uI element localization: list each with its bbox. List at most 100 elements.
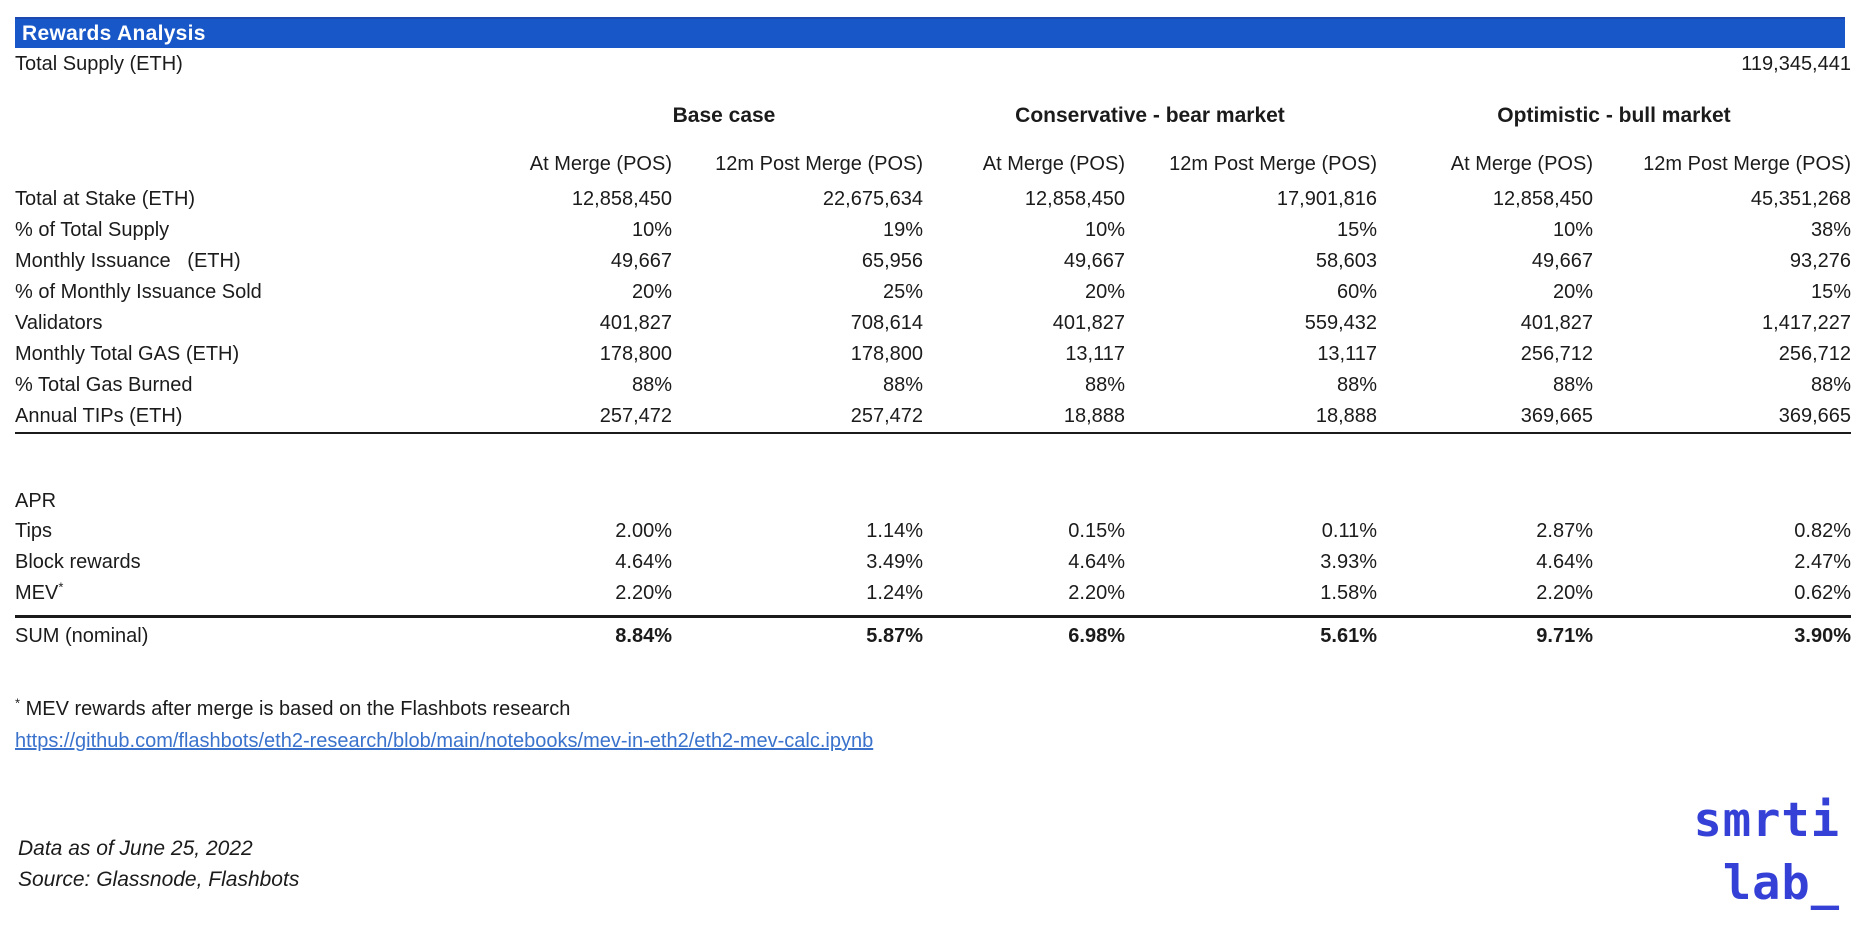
cell: 18,888 (1315, 405, 1377, 427)
cell: 38% (1810, 219, 1851, 241)
subheader-opt-at-merge: At Merge (POS) (1450, 152, 1593, 175)
cell: 49,667 (610, 250, 672, 272)
cell: 369,665 (1778, 405, 1851, 427)
table-row-block-rewards-apr: Block rewards 4.64% 3.49% 4.64% 3.93% 4.… (15, 547, 1851, 578)
group-header-base-case: Base case (672, 104, 776, 127)
cell: 60% (1336, 281, 1377, 303)
rewards-analysis-sheet: Rewards Analysis Total Supply (ETH) 119,… (0, 17, 1851, 753)
cell: 1.14% (866, 520, 923, 542)
cell: 8.84% (615, 624, 672, 647)
row-label: % of Monthly Issuance Sold (15, 281, 262, 303)
cell: 5.61% (1320, 624, 1377, 647)
cell: 4.64% (1536, 551, 1593, 573)
cell: 369,665 (1520, 405, 1593, 427)
cell: 10% (1084, 219, 1125, 241)
row-label: % of Total Supply (15, 219, 170, 241)
cell: 10% (631, 219, 672, 241)
total-supply-row: Total Supply (ETH) 119,345,441 (15, 48, 1851, 80)
row-label: Block rewards (15, 551, 141, 573)
total-supply-label: Total Supply (ETH) (15, 52, 183, 75)
mev-footnote: * MEV rewards after merge is based on th… (15, 695, 1851, 721)
cell: 3.90% (1794, 624, 1851, 647)
table-row-sum-nominal: SUM (nominal) 8.84% 5.87% 6.98% 5.61% 9.… (15, 615, 1851, 654)
table-row-pct-issuance-sold: % of Monthly Issuance Sold 20% 25% 20% 6… (15, 277, 1851, 308)
flashbots-research-link[interactable]: https://github.com/flashbots/eth2-resear… (15, 730, 874, 752)
mev-footnote-marker: * (58, 579, 64, 595)
subheader-opt-12m: 12m Post Merge (POS) (1643, 152, 1851, 175)
table-row-annual-tips: Annual TIPs (ETH) 257,472 257,472 18,888… (15, 401, 1851, 432)
table-row-monthly-total-gas: Monthly Total GAS (ETH) 178,800 178,800 … (15, 339, 1851, 370)
row-label: Validators (15, 312, 103, 334)
cell: 0.11% (1321, 520, 1377, 542)
row-label: Annual TIPs (ETH) (15, 405, 183, 427)
table-row-mev-apr: MEV* 2.20% 1.24% 2.20% 1.58% 2.20% 0.62% (15, 578, 1851, 609)
logo-line-2: lab_ (1722, 856, 1840, 911)
cell: 1.58% (1320, 582, 1377, 604)
data-as-of-text: Data as of June 25, 2022 (18, 837, 253, 860)
cell: 58,603 (1315, 250, 1377, 272)
cell: 88% (1810, 374, 1851, 396)
subheader-cons-12m: 12m Post Merge (POS) (1169, 152, 1377, 175)
cell: 12,858,450 (1024, 188, 1125, 210)
cell: 88% (1336, 374, 1377, 396)
apr-section-label: APR (15, 489, 57, 512)
logo-line-1: smrti (1693, 793, 1840, 848)
footnote-text: MEV rewards after merge is based on the … (20, 698, 571, 720)
cell: 20% (1552, 281, 1593, 303)
cell: 257,472 (599, 405, 672, 427)
subcolumn-header-row: At Merge (POS) 12m Post Merge (POS) At M… (15, 150, 1851, 178)
cell: 13,117 (1317, 343, 1377, 365)
cell: 13,117 (1065, 343, 1125, 365)
table-row-pct-gas-burned: % Total Gas Burned 88% 88% 88% 88% 88% 8… (15, 370, 1851, 401)
cell: 4.64% (1068, 551, 1125, 573)
cell: 15% (1810, 281, 1851, 303)
cell: 5.87% (866, 624, 923, 647)
cell: 17,901,816 (1276, 188, 1377, 210)
row-label: Tips (15, 520, 53, 542)
cell: 88% (631, 374, 672, 396)
cell: 65,956 (861, 250, 923, 272)
cell: 18,888 (1063, 405, 1125, 427)
source-text: Source: Glassnode, Flashbots (18, 868, 300, 891)
cell: 4.64% (615, 551, 672, 573)
cell: 2.20% (615, 582, 672, 604)
row-label: MEV* (15, 579, 64, 604)
cell: 10% (1552, 219, 1593, 241)
cell: 257,472 (850, 405, 923, 427)
cell: 178,800 (599, 343, 672, 365)
cell: 401,827 (1052, 312, 1125, 334)
scenario-group-header-row: Base case Conservative - bear market Opt… (15, 102, 1851, 130)
cell: 88% (882, 374, 923, 396)
cell: 0.15% (1068, 520, 1125, 542)
cell: 12,858,450 (571, 188, 672, 210)
cell: 25% (882, 281, 923, 303)
cell: 45,351,268 (1750, 188, 1851, 210)
cell: 401,827 (599, 312, 672, 334)
cell: 9.71% (1536, 624, 1593, 647)
cell: 2.20% (1068, 582, 1125, 604)
cell: 12,858,450 (1492, 188, 1593, 210)
footnote-marker: * (15, 695, 21, 711)
cell: 1,417,227 (1762, 312, 1851, 334)
cell: 708,614 (850, 312, 923, 334)
cell: 0.82% (1794, 520, 1851, 542)
cell: 88% (1084, 374, 1125, 396)
cell: 88% (1552, 374, 1593, 396)
row-label: Monthly Issuance (ETH) (15, 250, 241, 272)
subheader-cons-at-merge: At Merge (POS) (982, 152, 1125, 175)
cell: 49,667 (1063, 250, 1125, 272)
row-label: % Total Gas Burned (15, 374, 193, 396)
page-title: Rewards Analysis (22, 21, 206, 45)
cell: 22,675,634 (822, 188, 923, 210)
cell: 2.20% (1536, 582, 1593, 604)
cell: 256,712 (1520, 343, 1593, 365)
footer-meta: Data as of June 25, 2022 Source: Glassno… (18, 833, 299, 895)
table-row-validators: Validators 401,827 708,614 401,827 559,4… (15, 308, 1851, 339)
total-supply-value: 119,345,441 (1741, 52, 1851, 75)
smrti-lab-logo: smrti lab_ (1694, 789, 1840, 915)
cell: 2.87% (1536, 520, 1593, 542)
cell: 1.24% (866, 582, 923, 604)
cell: 49,667 (1531, 250, 1593, 272)
cell: 3.49% (866, 551, 923, 573)
cell: 0.62% (1794, 582, 1851, 604)
